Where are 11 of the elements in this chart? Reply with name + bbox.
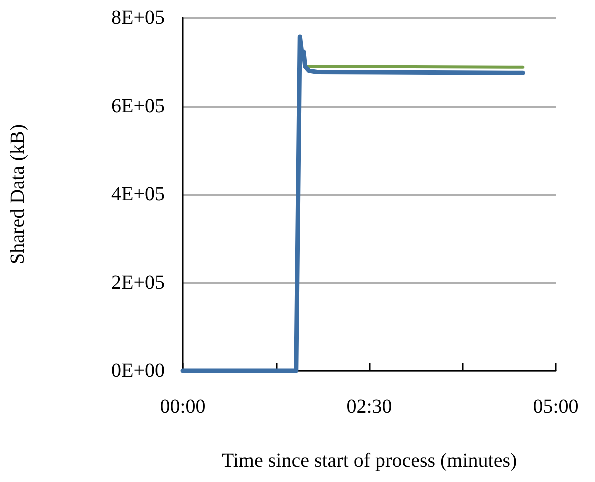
y-axis-title: Shared Data (kB) xyxy=(7,124,29,264)
line-series xyxy=(180,34,526,374)
y-tick-label: 4E+05 xyxy=(112,184,165,206)
x-axis-title: Time since start of process (minutes) xyxy=(222,450,518,472)
y-tick-label: 6E+05 xyxy=(112,95,165,118)
x-tick-label: 00:00 xyxy=(160,396,206,418)
x-tick-label: 05:00 xyxy=(533,396,579,418)
y-tick-label: 8E+05 xyxy=(112,7,165,29)
x-tick-label: 02:30 xyxy=(346,396,392,418)
y-tick-label: 0E+00 xyxy=(112,360,165,382)
y-tick-label: 2E+05 xyxy=(112,272,165,294)
